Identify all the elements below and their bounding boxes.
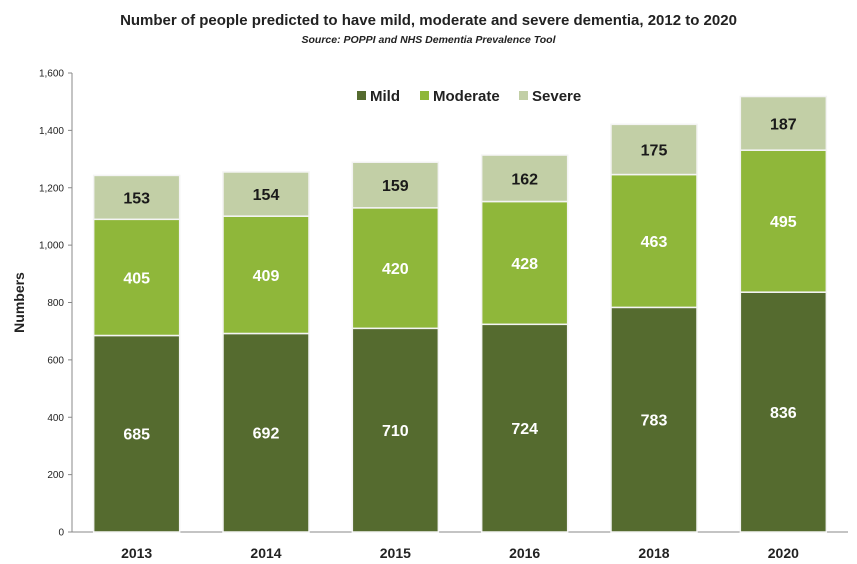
y-tick-label: 1,600 (39, 69, 64, 80)
bar-segment-moderate (480, 200, 569, 326)
bar-segment-severe (739, 95, 828, 151)
x-tick-label: 2015 (380, 545, 411, 561)
bar-segment-mild (351, 327, 440, 533)
x-tick-label: 2013 (121, 545, 152, 561)
data-label-severe: 162 (511, 171, 538, 188)
bar-segment-mild (739, 291, 828, 533)
y-tick-label: 800 (47, 298, 64, 309)
data-label-mild: 710 (382, 423, 409, 440)
legend-label-moderate: Moderate (433, 88, 500, 105)
data-label-moderate: 463 (641, 234, 668, 251)
x-tick-label: 2018 (638, 545, 669, 561)
y-axis-title: Numbers (11, 272, 27, 333)
bar-segment-moderate (222, 215, 310, 335)
legend-swatch-moderate (420, 91, 429, 100)
y-tick-label: 1,200 (39, 183, 64, 194)
data-label-mild: 685 (123, 427, 150, 444)
x-tick-label: 2016 (509, 545, 540, 561)
data-label-mild: 724 (511, 421, 538, 438)
bar-segment-moderate (92, 218, 181, 337)
legend-label-severe: Severe (532, 88, 581, 105)
data-label-mild: 783 (641, 413, 668, 430)
legend-label-mild: Mild (370, 88, 400, 105)
bar-segment-severe (92, 174, 181, 221)
y-tick-label: 1,400 (39, 126, 64, 137)
legend-swatch-severe (519, 91, 528, 100)
bar-segment-mild (92, 334, 181, 533)
data-label-moderate: 420 (382, 261, 409, 278)
data-label-mild: 836 (770, 405, 797, 422)
data-label-moderate: 428 (511, 256, 538, 273)
y-tick-label: 600 (47, 355, 64, 366)
data-label-severe: 154 (253, 187, 280, 204)
x-tick-label: 2014 (250, 545, 281, 561)
y-tick-label: 200 (47, 470, 64, 481)
bar-segment-mild (222, 332, 310, 533)
chart-subtitle: Source: POPPI and NHS Dementia Prevalenc… (301, 34, 556, 46)
data-label-moderate: 495 (770, 214, 797, 231)
bar-segment-severe (480, 154, 569, 203)
y-tick-label: 0 (58, 528, 64, 539)
data-label-severe: 175 (641, 142, 668, 159)
data-label-moderate: 409 (253, 268, 280, 285)
data-label-mild: 692 (253, 426, 280, 443)
x-tick-label: 2020 (768, 545, 799, 561)
data-label-severe: 187 (770, 116, 797, 133)
bar-segment-severe (351, 161, 440, 209)
bar-segment-mild (480, 323, 569, 533)
bar-segment-severe (222, 171, 310, 217)
y-tick-label: 400 (47, 413, 64, 424)
y-tick-label: 1,000 (39, 241, 64, 252)
bar-segment-severe (610, 123, 698, 176)
data-label-severe: 153 (123, 190, 150, 207)
legend-swatch-mild (357, 91, 366, 100)
bar-segment-moderate (351, 207, 440, 330)
data-label-moderate: 405 (123, 270, 150, 287)
data-label-severe: 159 (382, 178, 409, 195)
chart-title: Number of people predicted to have mild,… (120, 12, 737, 29)
